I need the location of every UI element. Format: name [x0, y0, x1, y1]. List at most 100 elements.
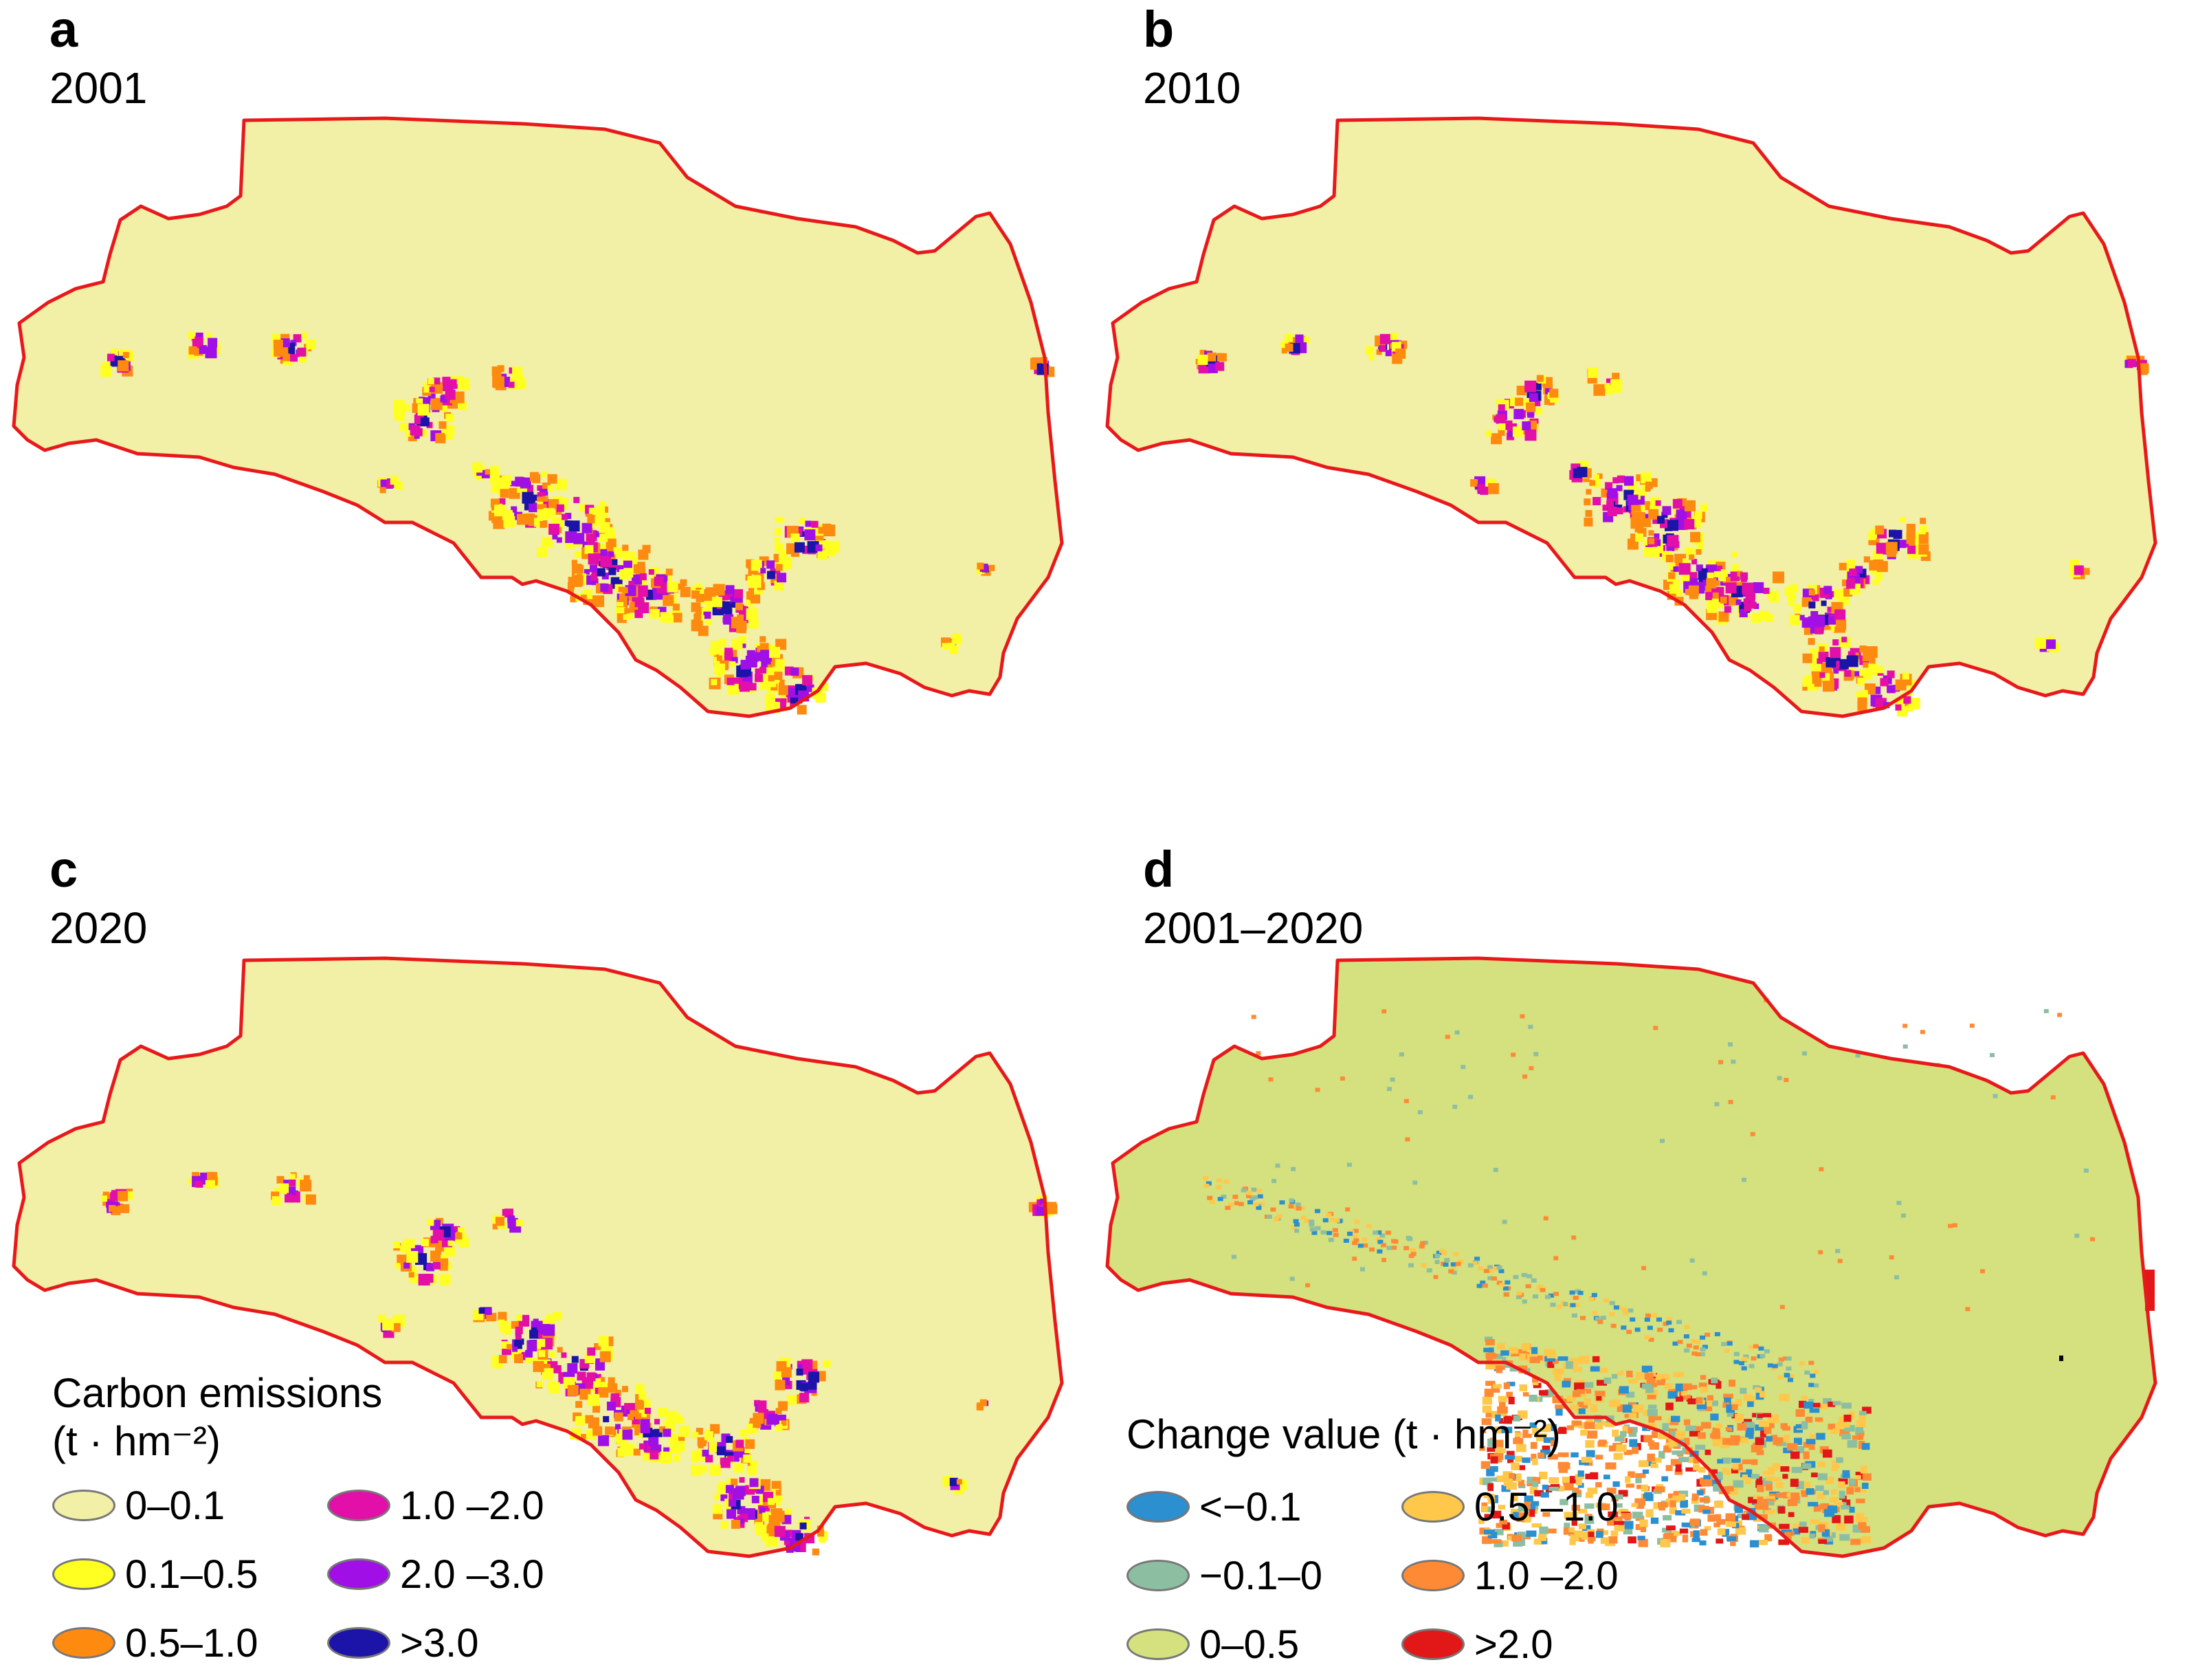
change-pixel [1569, 1476, 1580, 1483]
change-pixel [1562, 1477, 1572, 1484]
change-pixel [1716, 1487, 1723, 1492]
change-pixel [1676, 1320, 1683, 1325]
change-pixel [1443, 1262, 1449, 1267]
emission-pixel [457, 401, 467, 410]
emission-pixel [804, 529, 816, 541]
emission-pixel [765, 694, 774, 703]
change-pixel [1521, 1272, 1527, 1277]
emission-pixel [1645, 486, 1651, 492]
change-pixel [1563, 1482, 1574, 1491]
legend-items: <−0.1 0.5 –1.0 −0.1–0 1.0 –2.0 0–0.5 >2.… [1126, 1477, 1663, 1675]
emission-pixel [1480, 486, 1489, 495]
change-pixel [1662, 1423, 1669, 1431]
change-pixel [1829, 1496, 1839, 1503]
change-pixel [1516, 1512, 1525, 1518]
change-pixel [1860, 1466, 1867, 1474]
change-pixel [1652, 1416, 1662, 1421]
emission-pixel [781, 1420, 787, 1426]
change-pixel [1698, 1382, 1707, 1388]
emission-pixel [439, 1262, 448, 1271]
emission-pixel [276, 1175, 285, 1184]
change-pixel [1251, 1187, 1257, 1192]
change-pixel [1788, 1512, 1795, 1517]
emission-pixel [817, 1529, 825, 1537]
emission-pixel [650, 1450, 659, 1460]
emission-pixel [1616, 485, 1623, 491]
change-pixel [1529, 1487, 1538, 1494]
emission-pixel [305, 1194, 316, 1205]
emission-pixel [1810, 626, 1818, 634]
change-pixel [1655, 1374, 1662, 1380]
change-pixel [1712, 1439, 1720, 1447]
change-pixel [1375, 1237, 1381, 1241]
change-pixel [1436, 1250, 1442, 1255]
change-pixel [1756, 1450, 1764, 1455]
emission-pixel [1895, 679, 1907, 691]
change-pixel [1660, 1539, 1671, 1548]
change-pixel [1809, 1533, 1816, 1539]
change-pixel [1894, 1275, 1900, 1280]
emission-pixel [379, 487, 386, 494]
change-pixel [1628, 1379, 1638, 1384]
change-pixel [1770, 1477, 1781, 1482]
emission-pixel [731, 1520, 740, 1529]
emission-pixel [1684, 500, 1696, 511]
emission-pixel [303, 1175, 310, 1182]
change-pixel [1668, 1389, 1678, 1393]
change-pixel [1505, 1280, 1511, 1285]
change-pixel [1381, 1243, 1387, 1248]
change-pixel [1729, 1437, 1740, 1446]
change-pixel [1381, 1009, 1387, 1014]
change-pixel [1377, 1249, 1383, 1254]
change-pixel [1584, 1398, 1591, 1406]
change-pixel [1544, 1424, 1551, 1432]
change-pixel [1621, 1513, 1632, 1519]
change-pixel [1482, 1396, 1492, 1405]
emission-pixel [580, 595, 587, 601]
change-pixel [1595, 1423, 1603, 1430]
change-pixel [1507, 1382, 1516, 1386]
emission-pixel [1672, 579, 1680, 587]
change-pixel [1654, 1486, 1665, 1493]
emission-pixel [775, 1424, 783, 1431]
change-pixel [1849, 1506, 1855, 1513]
emission-pixel [593, 1373, 601, 1382]
emission-pixel [594, 1342, 601, 1350]
change-pixel [1952, 1223, 1957, 1228]
change-pixel [1508, 1397, 1515, 1404]
emission-pixel [418, 1274, 430, 1286]
emission-pixel [1859, 645, 1867, 653]
emission-pixel [704, 619, 711, 626]
emission-pixel [738, 1518, 744, 1524]
change-pixel [1683, 1334, 1689, 1339]
emission-pixel [600, 549, 608, 556]
emission-pixel [301, 332, 308, 339]
emission-pixel [1662, 506, 1672, 516]
change-pixel [1543, 1216, 1548, 1221]
emission-pixel [573, 577, 582, 587]
change-pixel [1586, 1450, 1595, 1458]
change-pixel [1530, 1441, 1537, 1449]
emission-pixel [618, 586, 624, 593]
emission-pixel [557, 1347, 563, 1353]
change-pixel [1852, 1435, 1863, 1440]
change-pixel [1710, 1433, 1720, 1439]
emission-pixel [633, 1448, 641, 1456]
change-pixel [1731, 1404, 1738, 1411]
emission-pixel [420, 430, 428, 437]
legend-swatch [327, 1627, 390, 1659]
emission-pixel [1633, 511, 1645, 524]
panel-year: 2020 [49, 903, 148, 953]
emission-pixel [395, 1263, 401, 1269]
change-pixel [1311, 1230, 1318, 1235]
change-pixel [1784, 1532, 1792, 1540]
change-pixel [1749, 1345, 1755, 1350]
emission-pixel [536, 546, 547, 557]
emission-pixel [1648, 538, 1655, 544]
emission-pixel [726, 1509, 737, 1519]
change-pixel [1516, 1514, 1524, 1523]
emission-pixel [1508, 430, 1515, 437]
emission-pixel [698, 615, 704, 621]
change-pixel [1599, 1503, 1610, 1511]
change-pixel [1760, 1429, 1766, 1438]
